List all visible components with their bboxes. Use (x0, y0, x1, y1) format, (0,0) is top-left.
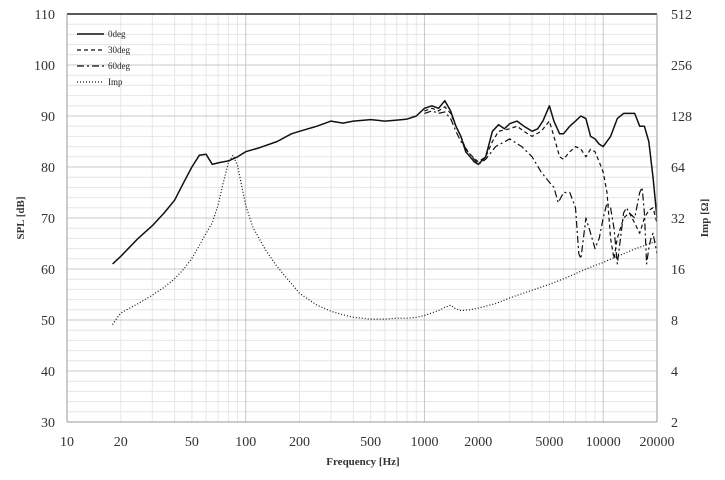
y2-axis-title: Imp [Ω] (699, 199, 711, 237)
y-tick-label: 110 (35, 8, 55, 23)
series-layer (112, 99, 658, 326)
y-tick-label: 90 (41, 110, 55, 125)
y-tick-label: 50 (41, 314, 55, 329)
x-tick-label: 20000 (640, 435, 675, 450)
x-tick-label: 200 (289, 435, 310, 450)
y-tick-label: 100 (34, 59, 55, 74)
y-tick-label: 70 (41, 212, 55, 227)
x-tick-label: 5000 (535, 435, 563, 450)
y-tick-label: 30 (41, 416, 55, 431)
y-tick-label: 60 (41, 263, 55, 278)
y2-tick-label: 128 (671, 110, 692, 125)
legend: 0deg 30deg 60deg Imp (77, 29, 130, 87)
series-line-imp (112, 154, 658, 326)
grid (67, 14, 658, 422)
x-tick-label: 1000 (410, 435, 438, 450)
x-tick-label: 2000 (464, 435, 492, 450)
x-tick-label: 500 (360, 435, 381, 450)
series-line-60deg (424, 110, 658, 265)
x-axis-title: Frequency [Hz] (326, 456, 399, 468)
series-line-30deg (424, 106, 658, 260)
x-tick-label: 100 (235, 435, 256, 450)
legend-label-0deg: 0deg (108, 29, 126, 39)
legend-label-30deg: 30deg (108, 45, 130, 55)
series-line-0deg (112, 99, 658, 265)
y-tick-label: 40 (41, 365, 55, 380)
y2-tick-label: 2 (671, 416, 678, 431)
x-tick-label: 20 (114, 435, 128, 450)
y2-tick-label: 512 (671, 8, 692, 23)
x-tick-label: 50 (185, 435, 199, 450)
tick-labels: 10 20 50 100 200 500 1000 2000 5000 10000 20000 30 4… (34, 8, 692, 450)
y2-tick-label: 8 (671, 314, 678, 329)
y-tick-label: 80 (41, 161, 55, 176)
y2-tick-label: 16 (671, 263, 685, 278)
x-tick-label: 10 (60, 435, 74, 450)
legend-label-60deg: 60deg (108, 61, 130, 71)
y2-tick-label: 256 (671, 59, 692, 74)
y2-tick-label: 32 (671, 212, 685, 227)
x-tick-label: 10000 (586, 435, 621, 450)
y2-tick-label: 64 (671, 161, 685, 176)
y2-tick-label: 4 (671, 365, 678, 380)
plot-frame (66, 13, 658, 423)
y-axis-title: SPL [dB] (15, 196, 27, 239)
legend-label-imp: Imp (108, 77, 123, 87)
